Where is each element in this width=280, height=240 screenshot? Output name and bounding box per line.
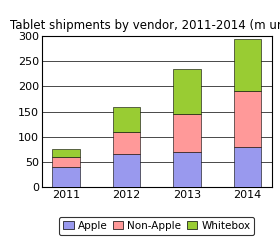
Bar	[173, 114, 201, 152]
Bar	[234, 147, 261, 187]
Title: Tablet shipments by vendor, 2011-2014 (m units): Tablet shipments by vendor, 2011-2014 (m…	[10, 19, 280, 32]
Bar	[113, 155, 140, 187]
Bar	[52, 157, 80, 167]
Legend: Apple, Non-Apple, Whitebox: Apple, Non-Apple, Whitebox	[59, 217, 255, 235]
Bar	[173, 152, 201, 187]
Bar	[234, 38, 261, 91]
Bar	[234, 91, 261, 147]
Bar	[173, 69, 201, 114]
Bar	[113, 132, 140, 155]
Bar	[113, 107, 140, 132]
Bar	[52, 167, 80, 187]
Bar	[52, 149, 80, 157]
